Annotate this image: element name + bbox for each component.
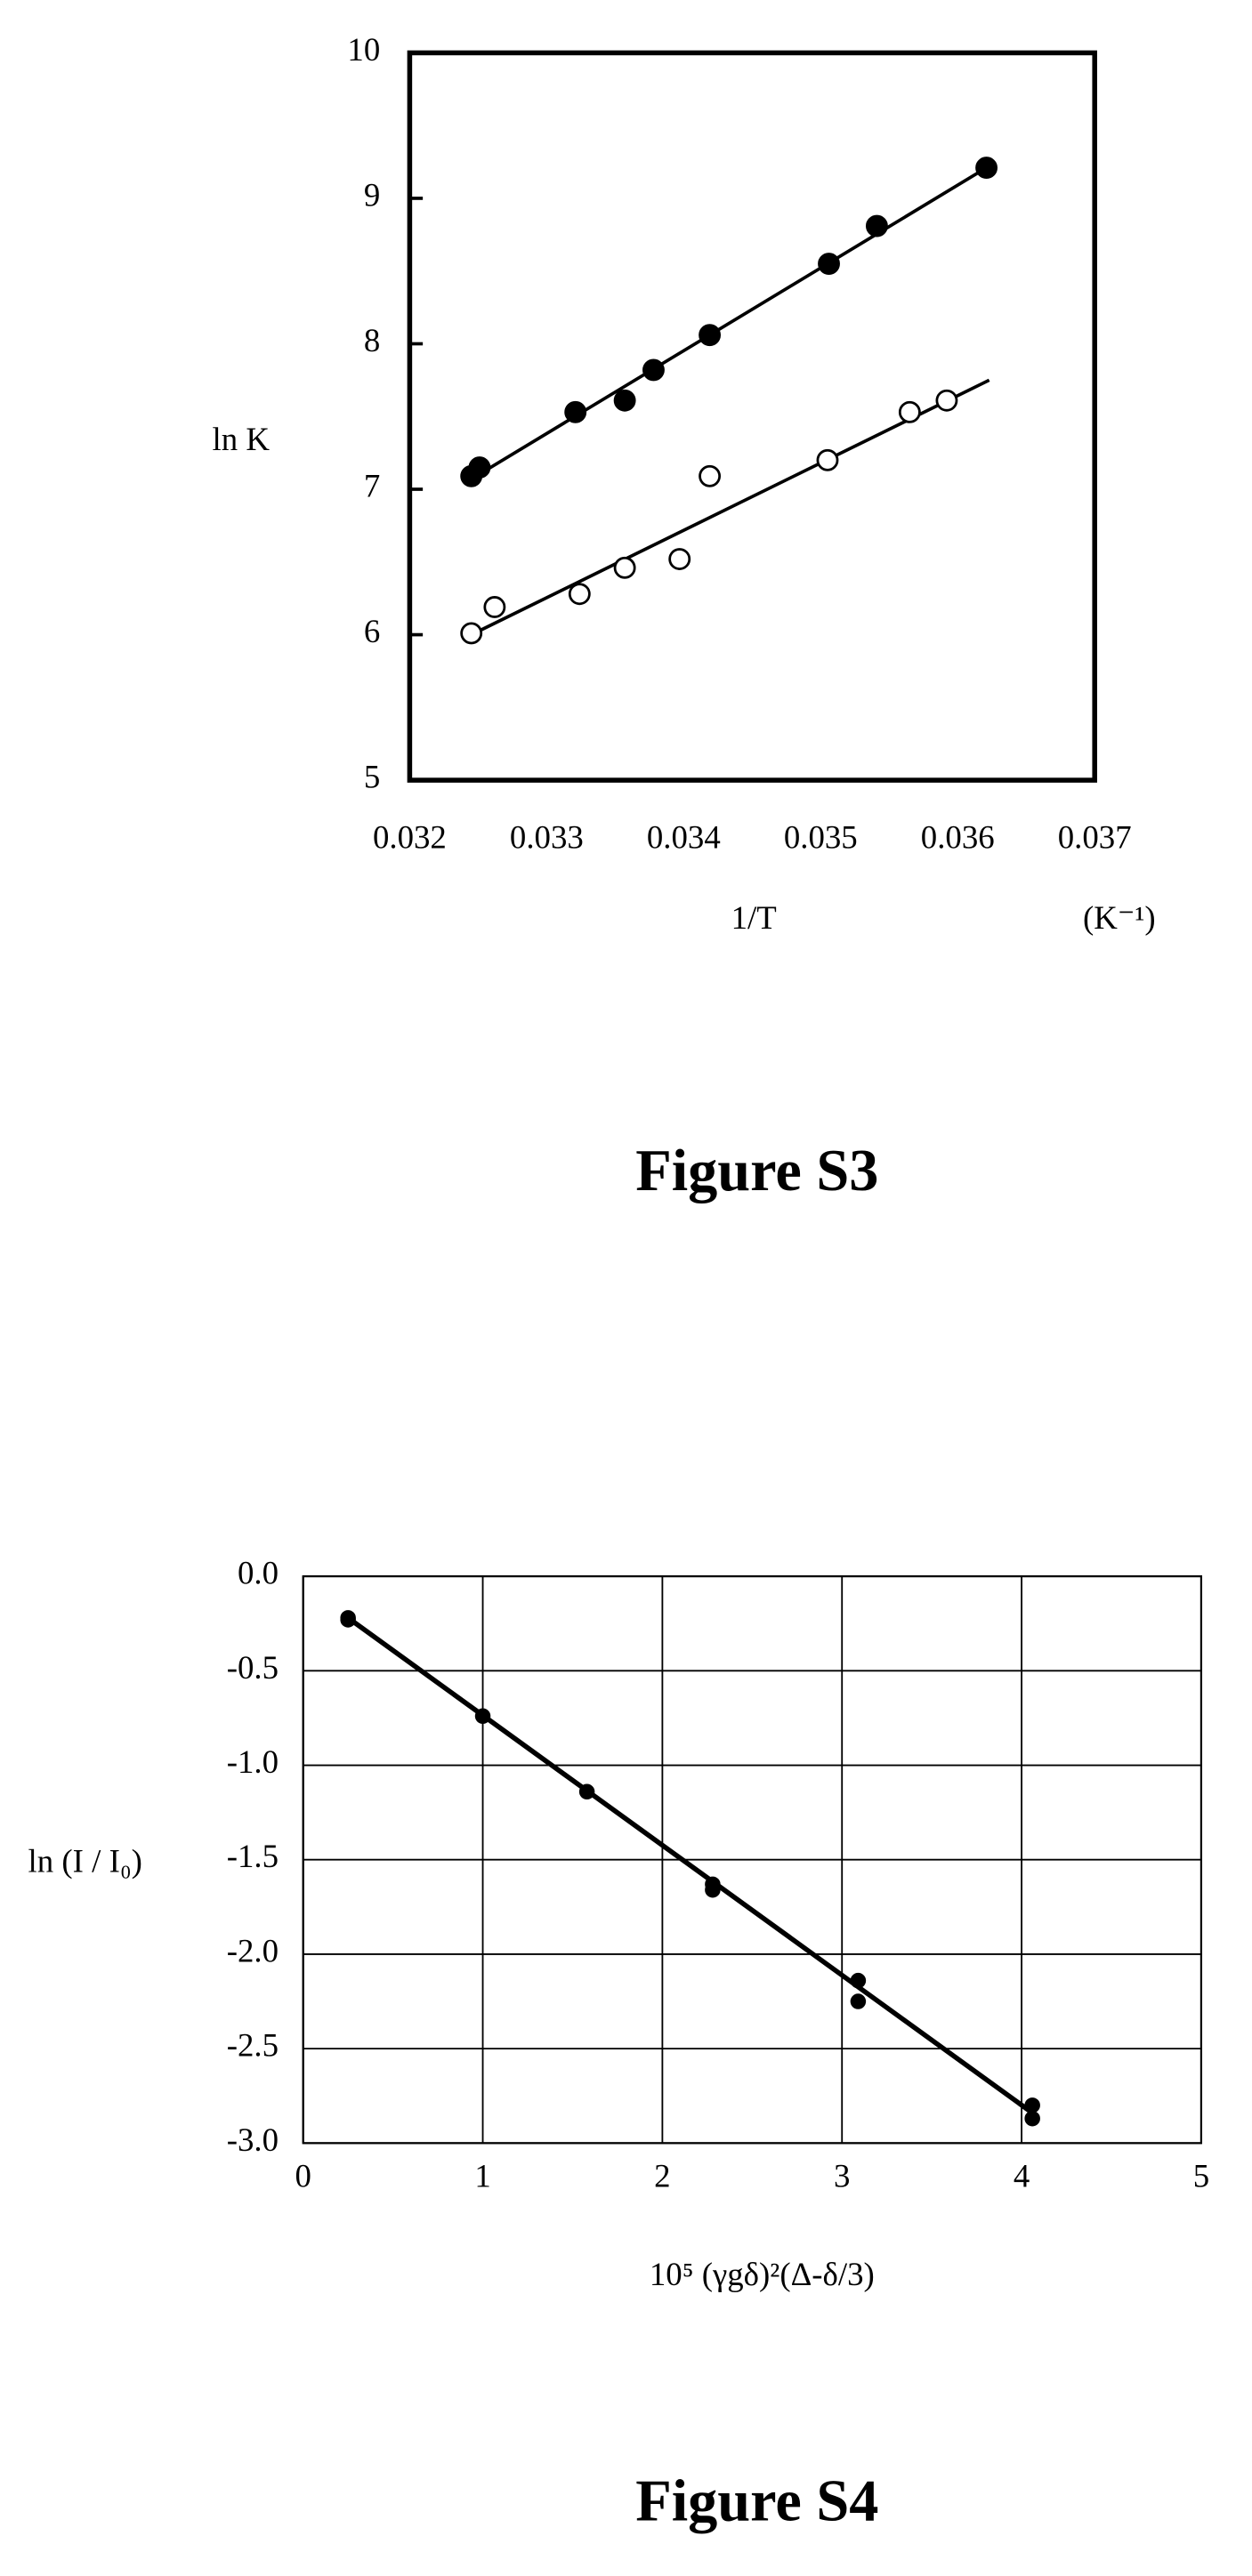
x-tick-label: 0.032 — [373, 819, 447, 856]
data-point — [578, 1783, 595, 1800]
data-point — [816, 448, 839, 471]
x-tick-label: 0.033 — [510, 819, 584, 856]
y-tick-label: -0.5 — [227, 1649, 279, 1686]
data-point — [642, 358, 665, 382]
y-tick-label: -2.0 — [227, 1932, 279, 1968]
x-tick-label: 1 — [474, 2157, 490, 2194]
y-tick-label: 10 — [347, 31, 380, 68]
y-tick-label: -2.5 — [227, 2027, 279, 2064]
data-point — [975, 157, 998, 180]
data-point — [699, 324, 722, 347]
x-tick-label: 2 — [654, 2157, 670, 2194]
data-point — [935, 389, 958, 412]
x-tick-label: 0 — [295, 2157, 311, 2194]
data-point — [898, 400, 921, 423]
x-tick-label: 4 — [1014, 2157, 1030, 2194]
y-axis-label: ln (I / I₀) — [28, 1843, 142, 1880]
y-tick-label: 0.0 — [238, 1555, 279, 1591]
y-tick-label: 9 — [364, 176, 380, 213]
data-point — [483, 596, 506, 618]
data-point — [705, 1881, 721, 1898]
y-tick-label: 7 — [364, 467, 380, 503]
data-point — [865, 214, 888, 237]
fit-line — [346, 1615, 1034, 2115]
data-point — [850, 1972, 867, 1989]
data-point — [460, 622, 483, 645]
data-point — [850, 1993, 867, 2009]
x-tick-label: 3 — [834, 2157, 850, 2194]
y-tick-label: -3.0 — [227, 2121, 279, 2158]
data-point — [468, 456, 491, 479]
x-tick-label: 0.034 — [647, 819, 721, 856]
data-point — [613, 389, 636, 412]
x-tick-label: 0.035 — [784, 819, 858, 856]
plot-frame — [302, 1575, 1203, 2145]
data-point — [1024, 2110, 1040, 2127]
y-tick-label: 6 — [364, 613, 380, 649]
figure-caption: Figure S4 — [635, 2468, 878, 2533]
data-point — [340, 1612, 356, 1628]
x-axis-label: 1/T — [731, 899, 777, 936]
data-point — [1024, 2097, 1040, 2113]
x-tick-label: 0.037 — [1058, 819, 1132, 856]
data-point — [699, 464, 722, 487]
x-axis-unit: (K⁻¹) — [1083, 899, 1156, 936]
y-tick-label: -1.0 — [227, 1743, 279, 1780]
y-tick-label: 5 — [364, 759, 380, 795]
y-tick-label: -1.5 — [227, 1838, 279, 1874]
data-point — [474, 1708, 491, 1725]
y-tick-label: 8 — [364, 322, 380, 358]
x-tick-label: 0.036 — [921, 819, 995, 856]
fit-line — [470, 378, 990, 637]
data-point — [613, 556, 636, 579]
figure-caption: Figure S3 — [635, 1139, 878, 1203]
x-tick-label: 5 — [1193, 2157, 1209, 2194]
fit-line — [470, 166, 988, 481]
x-axis-label: 10⁵ (γgδ)²(Δ-δ/3) — [650, 2256, 875, 2292]
plot-frame — [407, 50, 1097, 783]
data-point — [564, 400, 587, 423]
data-point — [568, 583, 591, 606]
y-axis-label: ln K — [212, 421, 270, 457]
data-point — [668, 548, 691, 570]
data-point — [818, 253, 840, 275]
